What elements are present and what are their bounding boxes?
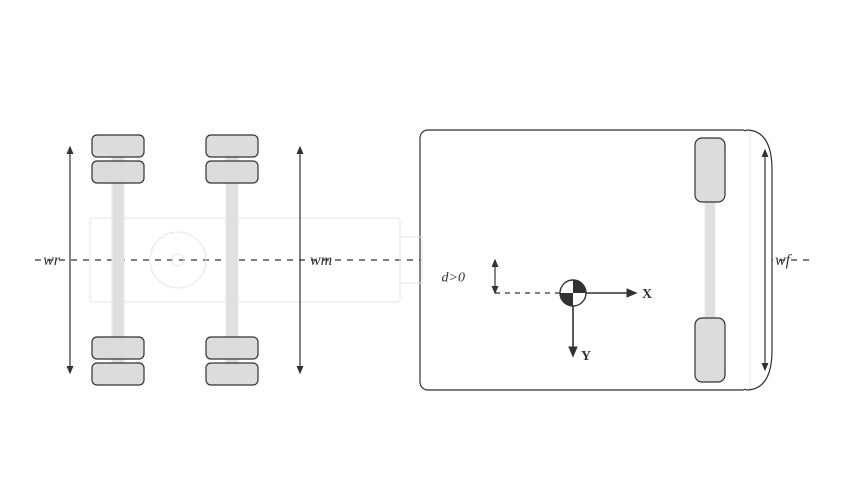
label-wr: wr [43,252,61,269]
rear-wheel-1-top-inner [92,161,144,183]
rear-axle-2 [226,155,238,365]
rear-wheel-2-top-inner [206,161,258,183]
rear-axle-1 [112,155,124,365]
rear-wheel-1-bot-outer [92,363,144,385]
label-wm: wm [310,252,332,269]
label-wf: wf [775,252,793,269]
rear-wheel-1-bot-inner [92,337,144,359]
rear-wheel-2-top-outer [206,135,258,157]
rear-wheel-2-bot-outer [206,363,258,385]
rear-wheel-1-top-outer [92,135,144,157]
label-y: Y [581,349,591,364]
vehicle-track-width-diagram: wr wm wf X Yd>0 [0,0,850,500]
front-wheel-bot [695,318,725,382]
label-d: d>0 [442,271,465,286]
front-wheel-top [695,138,725,202]
label-x: X [642,287,652,302]
rear-wheel-2-bot-inner [206,337,258,359]
